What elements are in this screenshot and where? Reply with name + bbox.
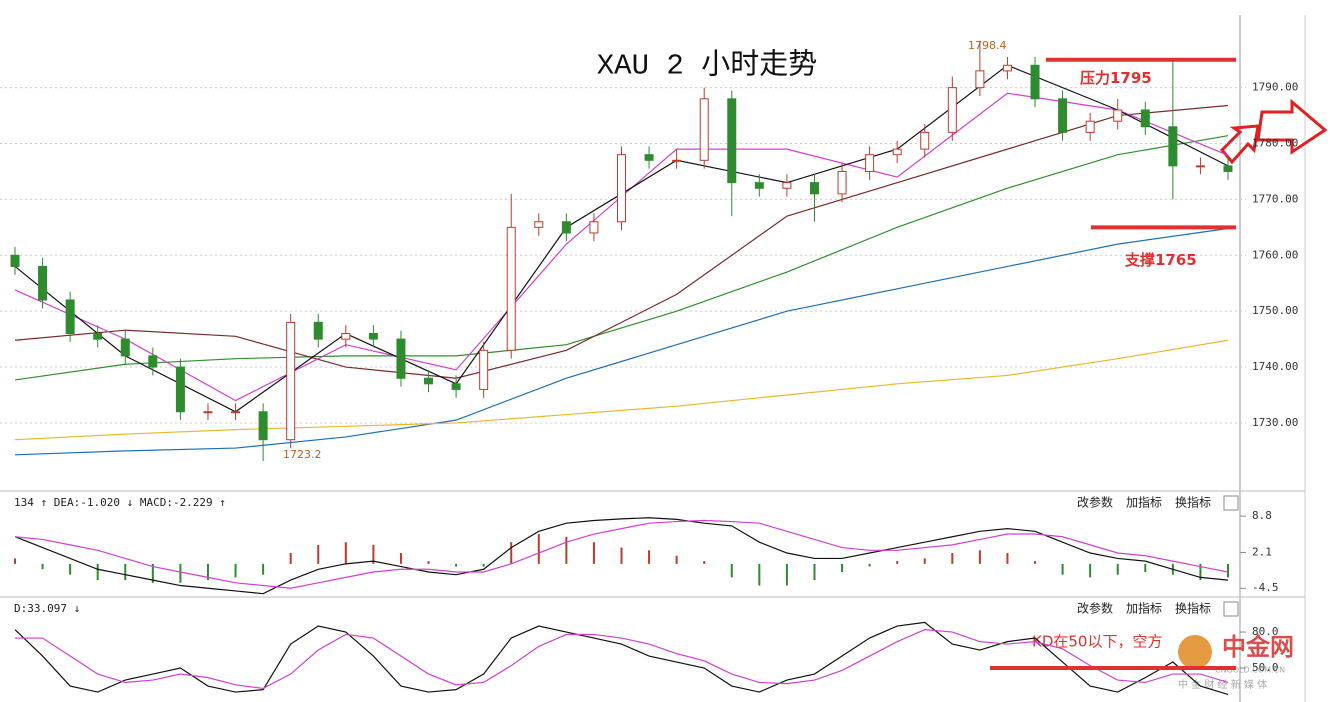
- candle-body: [975, 70, 985, 89]
- dif-line: [14, 517, 1229, 595]
- toolbar-button[interactable]: 换指标: [1175, 601, 1211, 616]
- candle-body: [479, 349, 489, 390]
- y-tick-label: 1790.00: [1252, 81, 1298, 94]
- candle-body: [1223, 165, 1233, 172]
- y-tick-label: 1730.00: [1252, 416, 1298, 429]
- candle-body: [231, 411, 241, 414]
- candle-body: [341, 333, 351, 340]
- y-tick-label: 1740.00: [1252, 360, 1298, 373]
- candle-body: [313, 321, 323, 340]
- y-tick-label: 2.1: [1252, 545, 1272, 558]
- toolbar-button[interactable]: 加指标: [1126, 601, 1162, 616]
- candle-body: [1030, 64, 1040, 100]
- candle-body: [865, 154, 875, 172]
- candle-body: [1113, 109, 1123, 122]
- d-line: [15, 629, 1229, 690]
- candle-body: [534, 221, 544, 228]
- chart-title: XAU 2 小时走势: [597, 48, 817, 83]
- candle-body: [148, 355, 158, 368]
- ma-line: [14, 339, 1229, 441]
- y-tick-label: -4.5: [1252, 581, 1279, 594]
- candle-body: [892, 148, 902, 156]
- close-button[interactable]: [1223, 601, 1239, 617]
- toolbar-button[interactable]: 改参数: [1077, 495, 1113, 510]
- low-label: 1723.2: [283, 448, 322, 461]
- candle-body: [38, 265, 48, 301]
- candle-body: [175, 366, 185, 413]
- watermark-name: 中金网: [1222, 633, 1294, 661]
- level-label: 压力1795: [1080, 69, 1152, 87]
- candle-body: [1085, 120, 1095, 133]
- candle-body: [10, 254, 20, 267]
- arrow-icon: [1256, 98, 1328, 155]
- candle-body: [368, 333, 378, 340]
- candle-body: [506, 226, 516, 351]
- toolbar-button[interactable]: 加指标: [1126, 495, 1162, 510]
- y-tick-label: 1760.00: [1252, 248, 1298, 261]
- candle-body: [120, 338, 130, 357]
- macd-header: 134 ↑ DEA:-1.020 ↓ MACD:-2.229 ↑: [14, 496, 226, 509]
- y-tick-label: 80.0: [1252, 625, 1279, 638]
- candle-body: [286, 321, 296, 441]
- candle-body: [1195, 165, 1205, 168]
- dea-line: [14, 519, 1229, 589]
- candle-body: [561, 221, 571, 234]
- k-line: [14, 621, 1229, 696]
- candle-body: [93, 333, 103, 340]
- candle-body: [754, 182, 764, 189]
- candle-body: [617, 154, 626, 223]
- watermark: 中金网 CNGOLD.COM.CN 中 金 财 经 新 媒 体: [1178, 633, 1294, 691]
- candle-body: [203, 411, 213, 414]
- kd-annotation: KD在50以下，空方: [1032, 633, 1162, 651]
- candle-body: [727, 98, 737, 184]
- candle-body: [1140, 109, 1150, 128]
- toolbar-button[interactable]: 改参数: [1077, 601, 1113, 616]
- candle-body: [644, 154, 654, 161]
- candle-body: [809, 182, 819, 195]
- y-tick-label: 50.0: [1252, 661, 1279, 674]
- close-button[interactable]: [1223, 495, 1239, 511]
- watermark-logo: [1178, 635, 1212, 669]
- y-tick-label: 8.8: [1252, 509, 1272, 522]
- level-label: 支撑1765: [1124, 251, 1197, 269]
- arrow-icon: [1219, 124, 1260, 165]
- candle-body: [699, 98, 709, 161]
- candle-body: [1058, 98, 1068, 133]
- candle-body: [920, 131, 930, 150]
- candle-body: [782, 182, 792, 189]
- watermark-site: CNGOLD.COM.CN: [1215, 666, 1285, 675]
- candle-body: [424, 377, 434, 385]
- candle-body: [672, 159, 682, 162]
- candle-body: [1168, 126, 1178, 167]
- ma-line: [14, 104, 1229, 379]
- ma-line: [14, 135, 1229, 381]
- high-label: 1798.4: [968, 39, 1007, 52]
- y-tick-label: 1770.00: [1252, 192, 1298, 205]
- toolbar-button[interactable]: 换指标: [1175, 495, 1211, 510]
- kd-header: D:33.097 ↓: [14, 602, 80, 615]
- candle-body: [258, 411, 268, 441]
- candle-body: [1002, 64, 1012, 72]
- candle-body: [589, 221, 599, 234]
- y-tick-label: 1780.00: [1252, 137, 1298, 150]
- candle-body: [65, 299, 75, 335]
- y-tick-label: 1750.00: [1252, 304, 1298, 317]
- watermark-slogan: 中 金 财 经 新 媒 体: [1178, 678, 1267, 691]
- candle-body: [396, 338, 406, 379]
- candle-body: [451, 383, 461, 390]
- ma-line: [14, 227, 1229, 456]
- candle-body: [947, 87, 957, 133]
- candle-body: [837, 170, 847, 195]
